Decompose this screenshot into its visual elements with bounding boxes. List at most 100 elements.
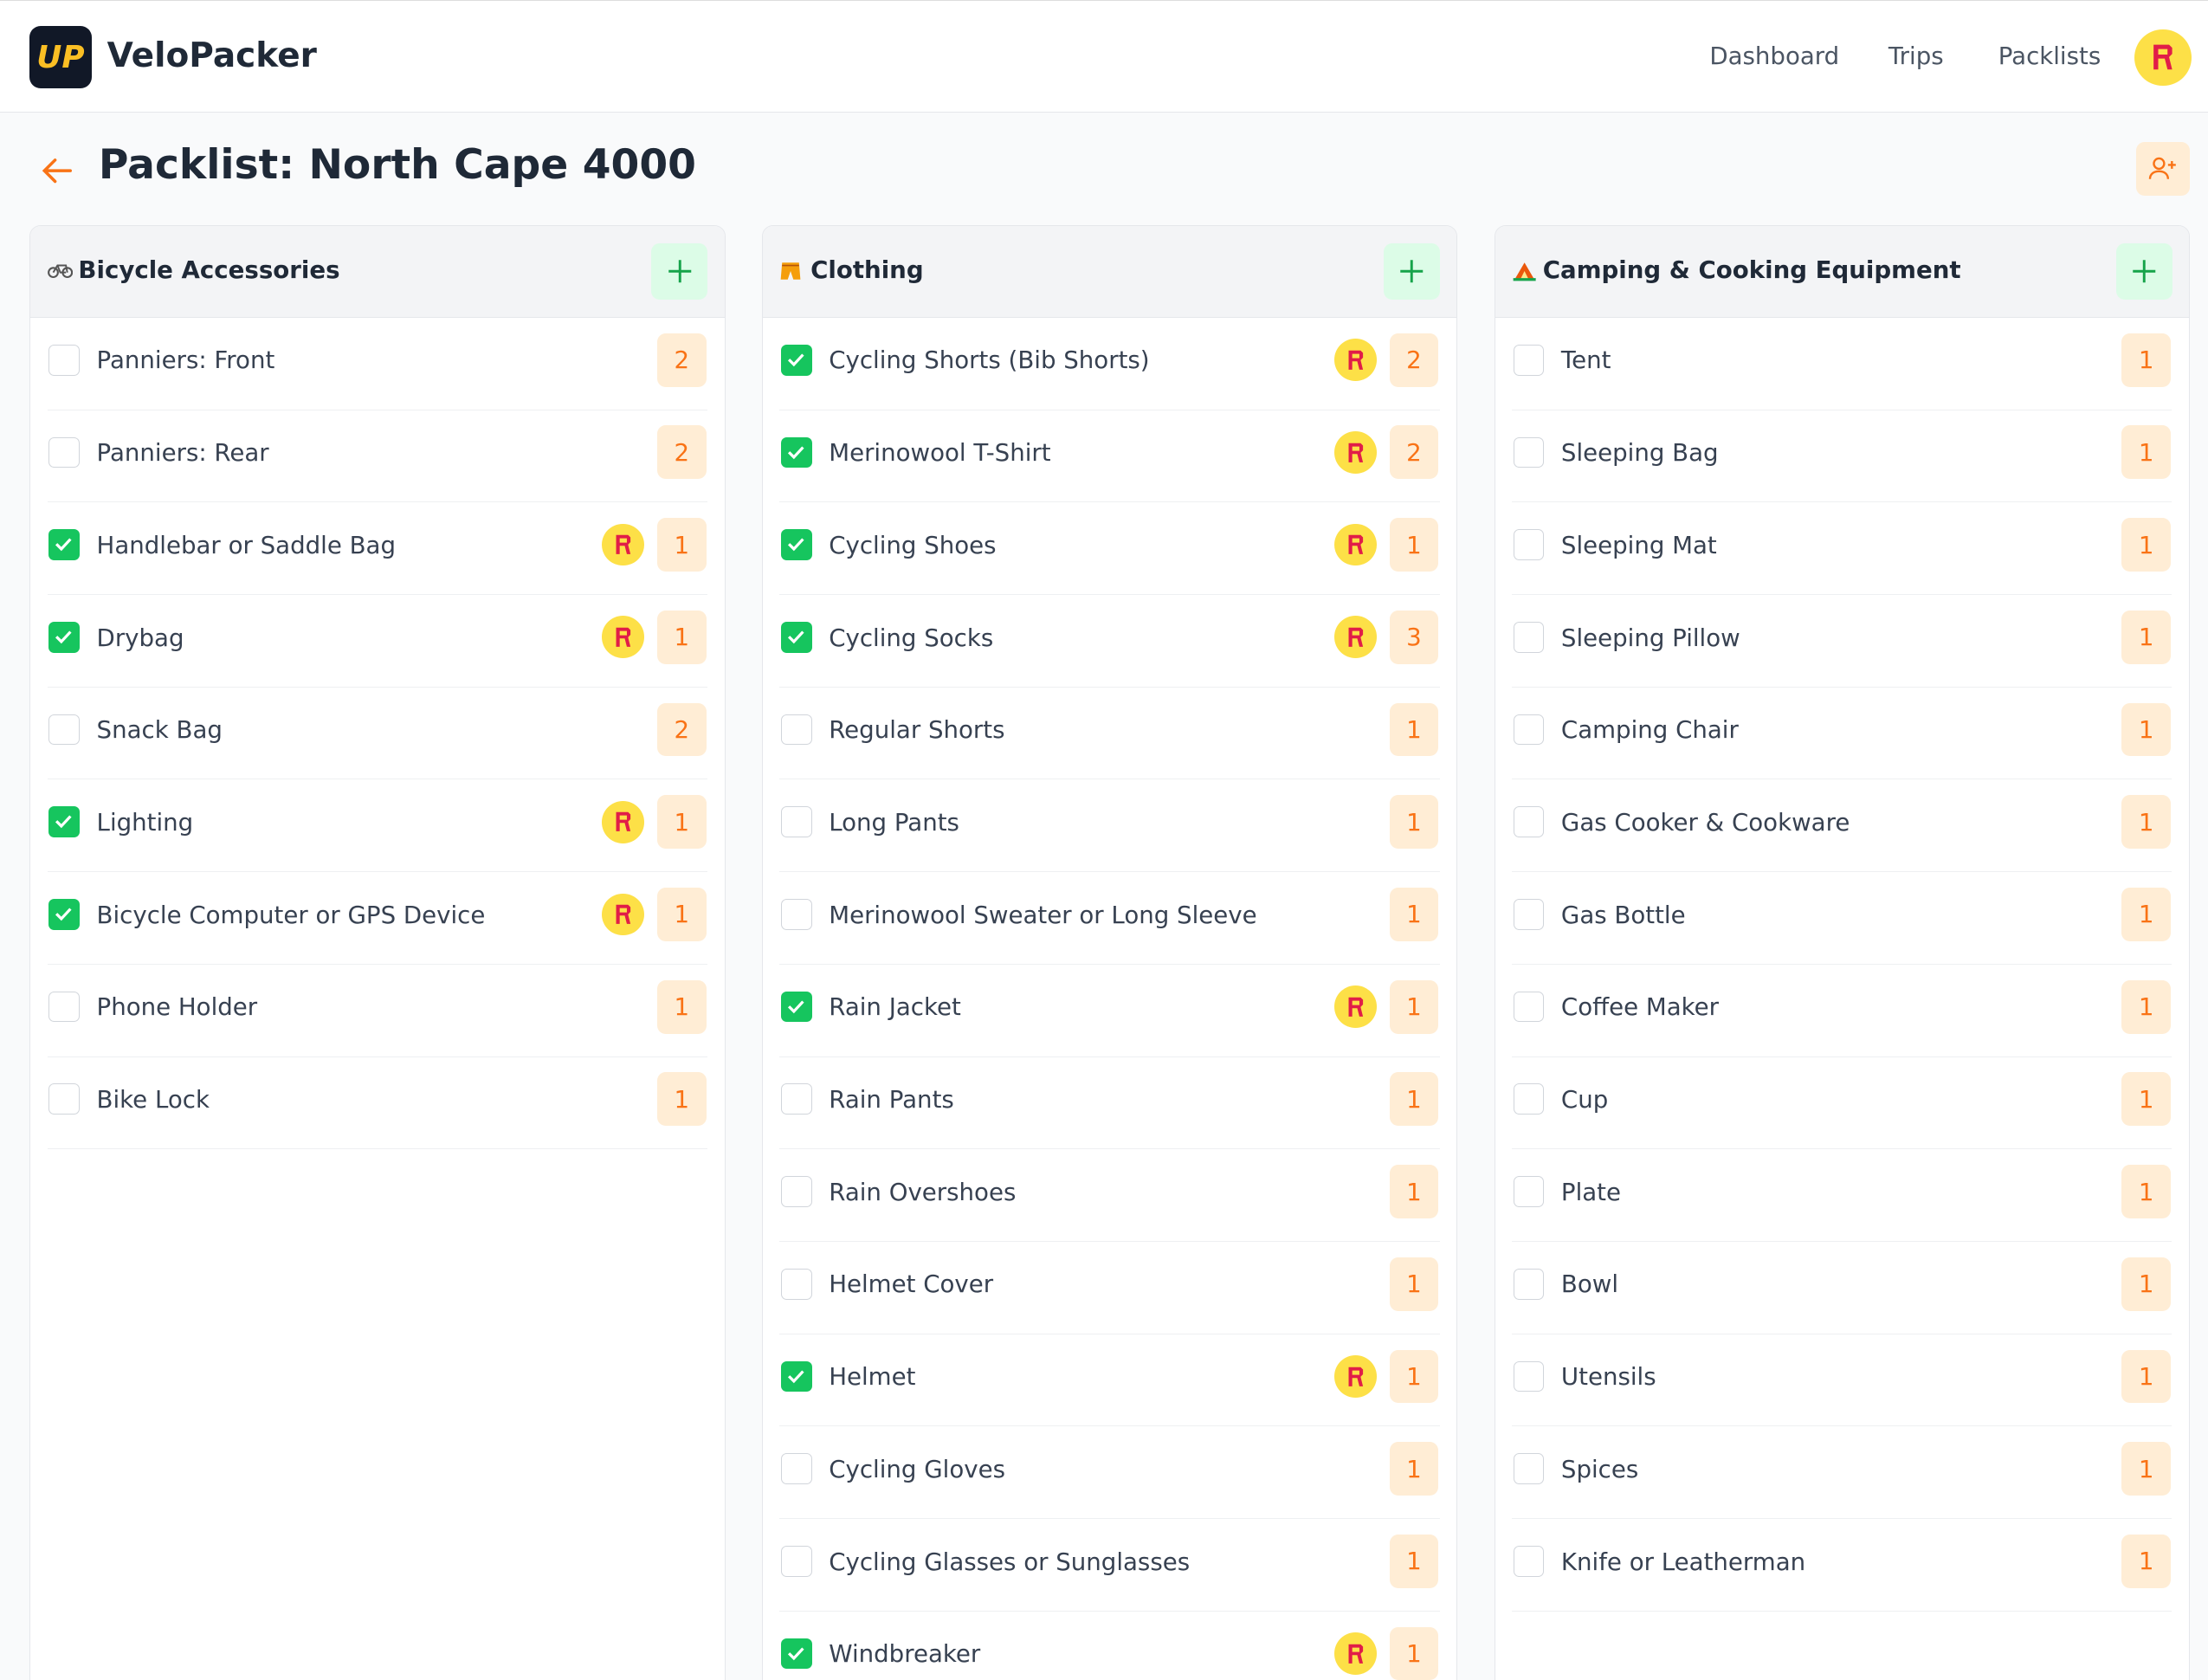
quantity-badge[interactable]: 1 [1389,702,1439,757]
quantity-badge[interactable]: 1 [2121,1442,2172,1496]
quantity-badge[interactable]: 1 [2121,702,2172,757]
add-item-button[interactable] [2115,242,2172,300]
quantity-badge[interactable]: 1 [2121,610,2172,664]
checkbox[interactable] [1513,899,1545,930]
checkbox[interactable] [1513,1360,1545,1392]
checkbox[interactable] [780,529,812,560]
checkbox[interactable] [48,714,81,746]
checkbox[interactable] [1513,714,1545,746]
logo[interactable]: UP [29,26,92,88]
checkbox[interactable] [1513,991,1545,1023]
quantity-badge[interactable]: 1 [2121,518,2172,572]
checkbox[interactable] [1513,529,1545,560]
quantity-badge[interactable]: 1 [656,795,707,850]
quantity-badge[interactable]: 1 [656,979,707,1034]
quantity-badge[interactable]: 1 [2121,979,2172,1034]
item-label: Plate [1560,1177,1621,1206]
quantity-badge[interactable]: 1 [1389,1442,1439,1496]
quantity-badge[interactable]: 1 [2121,1349,2172,1404]
quantity-badge[interactable]: 1 [656,610,707,664]
quantity-badge[interactable]: 1 [1389,1534,1439,1588]
packlist-item: Rain Overshoes 1 [779,1149,1440,1242]
checkbox[interactable] [780,1083,812,1115]
checkbox[interactable] [1513,344,1545,376]
quantity-badge[interactable]: 1 [656,518,707,572]
checkbox[interactable] [780,621,812,653]
quantity-badge[interactable]: 2 [656,425,707,480]
item-label: Snack Bag [96,715,223,745]
checkbox[interactable] [780,714,812,746]
checkbox[interactable] [48,436,81,468]
checkbox[interactable] [780,1268,812,1300]
top-bar: UP VeloPacker Dashboard Trips Packlists [0,0,2208,113]
quantity-badge[interactable]: 1 [1389,888,1439,941]
checkbox[interactable] [48,344,81,376]
nav-link[interactable]: Packlists [1998,42,2101,71]
quantity-badge[interactable]: 1 [2121,795,2172,850]
quantity-badge[interactable]: 2 [656,702,707,757]
checkbox[interactable] [1513,436,1545,468]
item-label: Cycling Gloves [829,1454,1005,1483]
packlist-item: Bowl 1 [1512,1242,2172,1334]
quantity-badge[interactable]: 2 [1389,425,1439,480]
quantity-badge[interactable]: 1 [1389,1626,1439,1680]
quantity-badge[interactable]: 1 [656,1072,707,1127]
quantity-badge[interactable]: 2 [1389,333,1439,387]
quantity-badge[interactable]: 1 [1389,1349,1439,1404]
checkbox[interactable] [48,899,81,930]
checkbox[interactable] [1513,1545,1545,1577]
quantity-badge[interactable]: 1 [2121,1072,2172,1127]
checkbox[interactable] [1513,1453,1545,1484]
quantity-badge[interactable]: 1 [1389,1165,1439,1218]
quantity-badge[interactable]: 1 [2121,1257,2172,1311]
quantity-badge[interactable]: 1 [2121,333,2172,387]
quantity-badge[interactable]: 1 [2121,888,2172,941]
quantity-badge[interactable]: 1 [2121,1165,2172,1218]
checkbox[interactable] [780,806,812,838]
checkbox[interactable] [1513,1268,1545,1300]
assignee-avatar [1334,1355,1377,1398]
user-avatar[interactable] [2134,29,2192,86]
checkbox[interactable] [48,806,81,838]
brand[interactable]: VeloPacker [107,36,317,75]
item-label: Drybag [96,623,184,652]
checkbox[interactable] [48,529,81,560]
checkbox[interactable] [1513,621,1545,653]
assignee-avatar [602,893,645,936]
item-label: Bowl [1560,1270,1619,1299]
checkbox[interactable] [1513,1176,1545,1207]
quantity-badge[interactable]: 1 [1389,795,1439,850]
add-item-button[interactable] [651,242,708,300]
nav-link[interactable]: Trips [1888,42,1944,71]
checkbox[interactable] [780,436,812,468]
packlist-item: Panniers: Front 2 [47,318,708,410]
checkbox[interactable] [780,1176,812,1207]
add-item-button[interactable] [1384,242,1441,300]
checkbox[interactable] [1513,806,1545,838]
checkbox[interactable] [780,899,812,930]
checkbox[interactable] [780,1545,812,1577]
quantity-badge[interactable]: 1 [1389,979,1439,1034]
checkbox[interactable] [48,1083,81,1115]
checkbox[interactable] [48,621,81,653]
quantity-badge[interactable]: 2 [656,333,707,387]
share-button[interactable] [2136,142,2190,197]
checkbox[interactable] [780,1360,812,1392]
quantity-badge[interactable]: 1 [656,888,707,941]
quantity-badge[interactable]: 3 [1389,610,1439,664]
checkbox[interactable] [780,991,812,1023]
nav-link[interactable]: Dashboard [1709,42,1840,71]
checkbox[interactable] [780,1453,812,1484]
checkbox[interactable] [780,1638,812,1670]
checkbox[interactable] [48,991,81,1023]
back-arrow[interactable] [40,152,76,189]
quantity-badge[interactable]: 1 [1389,1072,1439,1127]
checkbox[interactable] [780,344,812,376]
quantity-badge[interactable]: 1 [2121,1534,2172,1588]
item-label: Utensils [1560,1362,1656,1392]
checkbox[interactable] [1513,1083,1545,1115]
quantity-badge[interactable]: 1 [1389,1257,1439,1311]
quantity-badge[interactable]: 1 [2121,425,2172,480]
item-label: Bicycle Computer or GPS Device [96,900,486,929]
quantity-badge[interactable]: 1 [1389,518,1439,572]
